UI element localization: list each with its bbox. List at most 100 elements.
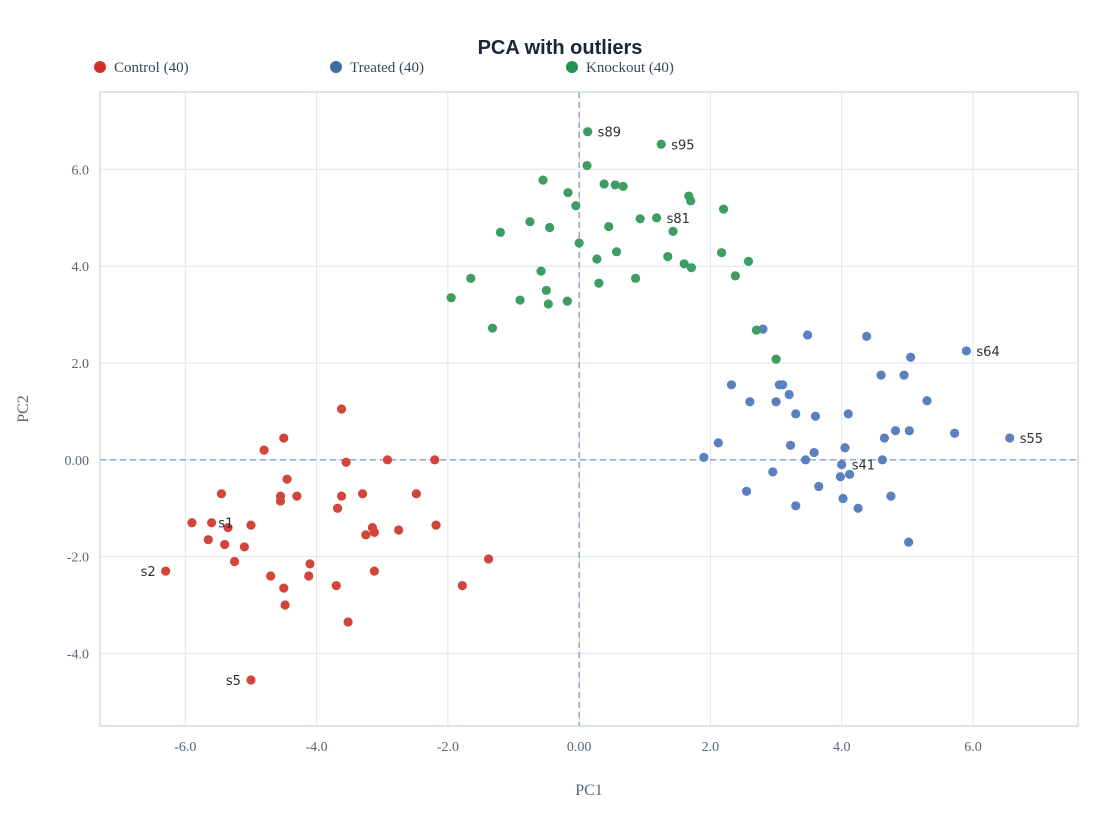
- y-tick-label: 0.00: [65, 454, 90, 469]
- data-point: [686, 196, 696, 206]
- data-point: [809, 447, 819, 458]
- x-tick-label: 0.00: [567, 740, 592, 755]
- zero-lines: [100, 92, 1078, 726]
- data-point: [266, 571, 276, 581]
- data-point: [618, 181, 628, 191]
- data-point: [545, 222, 555, 233]
- point-annotation: s2: [141, 565, 156, 580]
- data-point: [220, 539, 230, 550]
- data-point: [336, 404, 347, 414]
- data-point: [853, 503, 863, 513]
- data-point: [802, 330, 813, 340]
- data-point: [592, 254, 602, 264]
- point-annotation: s41: [852, 459, 875, 474]
- data-point: [904, 537, 914, 547]
- y-axis-ticks: -4.0 -2.0 0.00 2.0 4.0 6.0: [65, 163, 90, 662]
- data-point: [668, 226, 678, 236]
- data-point: [801, 455, 811, 465]
- x-axis-ticks: -6.0 -4.0 -2.0 0.00 2.0 4.0 6.0: [174, 740, 981, 755]
- x-tick-label: -4.0: [306, 740, 328, 755]
- data-point: [275, 496, 286, 506]
- data-point: [279, 583, 289, 593]
- data-point: [835, 472, 845, 482]
- y-axis-label: PC2: [15, 395, 32, 423]
- data-point: [206, 518, 217, 528]
- data-point: [430, 455, 440, 465]
- data-point: [361, 530, 371, 540]
- data-point: [768, 467, 778, 477]
- y-tick-label: -4.0: [67, 647, 89, 662]
- data-point: [686, 263, 696, 273]
- data-point: [810, 411, 821, 421]
- data-point: [876, 370, 886, 380]
- data-point: [890, 426, 901, 436]
- data-point: [877, 455, 888, 465]
- series-points: [699, 324, 1015, 547]
- data-point: [604, 221, 614, 232]
- data-point: [843, 409, 853, 419]
- legend-marker: [566, 61, 578, 73]
- data-point: [562, 296, 572, 306]
- point-annotation: s5: [226, 674, 241, 689]
- data-point: [886, 491, 896, 501]
- data-point: [904, 426, 914, 436]
- data-point: [961, 346, 972, 356]
- data-point: [611, 247, 622, 257]
- data-point: [837, 460, 847, 470]
- data-point: [343, 617, 353, 627]
- data-point: [515, 295, 525, 305]
- legend-label: Treated (40): [350, 60, 424, 76]
- data-point: [778, 380, 788, 390]
- x-axis-label: PC1: [575, 782, 603, 799]
- data-points: [161, 127, 1015, 685]
- data-point: [716, 248, 727, 258]
- data-point: [610, 180, 620, 190]
- point-annotation: s1: [218, 517, 233, 532]
- data-point: [246, 675, 256, 685]
- data-point: [431, 520, 441, 530]
- data-point: [726, 380, 737, 390]
- legend-marker: [94, 61, 106, 73]
- point-annotation: s81: [667, 212, 690, 227]
- x-tick-label: 6.0: [964, 740, 982, 755]
- data-point: [791, 409, 801, 419]
- y-tick-label: 4.0: [72, 260, 90, 275]
- data-point: [280, 600, 290, 610]
- data-point: [785, 440, 796, 450]
- data-point: [879, 433, 889, 443]
- data-point: [357, 489, 368, 499]
- data-point: [394, 525, 404, 535]
- data-point: [718, 204, 729, 214]
- data-point: [862, 331, 872, 342]
- data-point: [771, 354, 781, 364]
- data-point: [652, 213, 662, 223]
- data-point: [246, 520, 256, 530]
- data-point: [483, 554, 494, 564]
- plot-frame: [99, 91, 1079, 727]
- data-point: [292, 491, 302, 501]
- data-point: [382, 455, 393, 465]
- data-point: [543, 299, 553, 309]
- data-point: [563, 188, 573, 198]
- data-point: [336, 491, 347, 501]
- data-point: [305, 559, 315, 569]
- point-annotations: s1 s2 s5 s89 s95 s81 s64 s55 s41: [141, 126, 1043, 689]
- data-point: [814, 481, 824, 492]
- data-point: [538, 175, 548, 185]
- data-point: [574, 238, 584, 248]
- data-point: [791, 501, 801, 511]
- data-point: [899, 370, 909, 380]
- data-point: [223, 522, 233, 533]
- data-point: [838, 493, 848, 504]
- data-point: [730, 271, 740, 281]
- point-annotation: s95: [671, 138, 694, 153]
- legend-label: Control (40): [114, 60, 189, 76]
- data-point: [571, 201, 581, 211]
- x-tick-label: 4.0: [833, 740, 851, 755]
- data-point: [457, 581, 467, 591]
- data-point: [599, 179, 609, 189]
- data-point: [541, 285, 551, 296]
- data-point: [840, 443, 850, 453]
- data-point: [679, 259, 689, 269]
- data-point: [699, 452, 709, 462]
